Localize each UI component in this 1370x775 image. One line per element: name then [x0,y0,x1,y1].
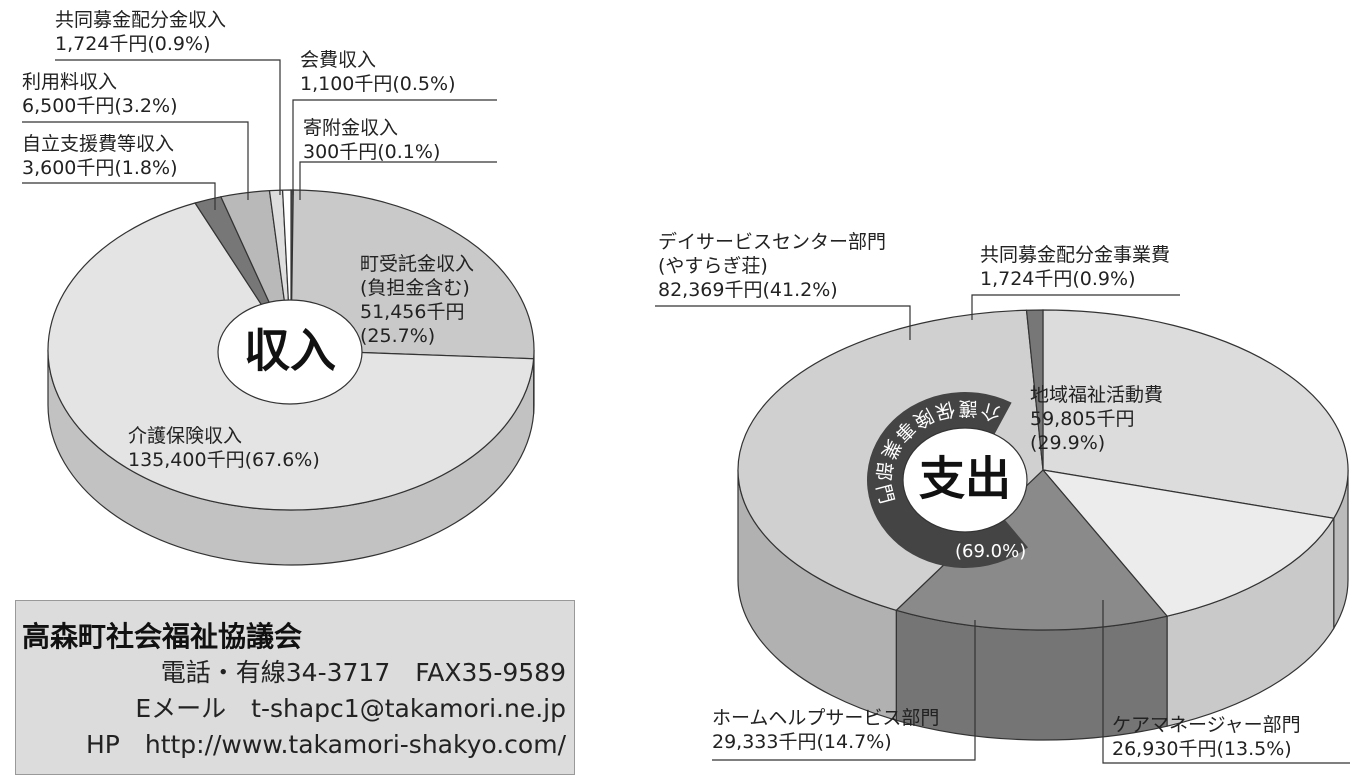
category: 共同募金配分金収入 [55,9,227,31]
leader-line [299,161,497,200]
contact-box: 高森町社会福祉協議会 電話・有線34-3717 FAX35-9589 Eメール … [15,600,575,775]
slice-label: ホームヘルプサービス部門 29,333千円(14.7%) [712,706,939,754]
value-label: 51,456千円 (25.7%) [360,301,465,347]
category: 町受託金収入 (負担金含む) [360,253,475,299]
group-ring [867,392,1028,568]
category: ホームヘルプサービス部門 [712,707,940,729]
org-name: 高森町社会福祉協議会 [22,620,303,653]
leader-line [655,305,911,340]
leader-line [1102,600,1350,764]
leader-line [55,59,281,195]
leader-line [712,620,976,761]
leader-line [292,99,497,195]
slice-label: デイサービスセンター部門 (やすらぎ荘) 82,369千円(41.2%) [658,230,886,302]
category: 自立支援費等収入 [22,133,175,155]
value-label: 26,930千円(13.5%) [1112,738,1292,760]
value-label: 82,369千円(41.2%) [658,279,838,301]
pie-slice [1042,309,1349,519]
slice-label: 寄附金収入 300千円(0.1%) [303,116,440,164]
category: 会費収入 [300,49,377,71]
contact-line: HP http://www.takamori-shakyo.com/ [85,730,566,759]
value-label: 1,100千円(0.5%) [300,73,456,95]
slice-label: 会費収入 1,100千円(0.5%) [300,48,456,96]
center-label: 支出 [919,452,1011,506]
value-label: 6,500千円(3.2%) [22,95,178,117]
value-label: 59,805千円 (29.9%) [1030,408,1135,454]
value-label: 1,724千円(0.9%) [55,33,211,55]
category: 介護保険収入 [128,425,243,447]
value-label: 300千円(0.1%) [303,141,441,163]
value-label: 29,333千円(14.7%) [712,731,892,753]
center-disc [217,299,363,405]
leader-line [971,294,1180,320]
slice-label: 利用料収入 6,500千円(3.2%) [22,70,178,118]
category: 利用料収入 [22,71,118,93]
center-label: 収入 [244,324,336,378]
pie-slice [895,469,1169,631]
category: ケアマネージャー部門 [1112,714,1301,736]
group-value-label: (69.0%) [955,541,1026,562]
pie-slice [1025,309,1044,471]
value-label: 135,400千円(67.6%) [128,449,320,471]
leader-line [22,121,249,200]
slice-label: ケアマネージャー部門 26,930千円(13.5%) [1112,713,1301,761]
contact-line: Eメール t-shapc1@takamori.ne.jp [135,694,566,723]
slice-label: 共同募金配分金収入 1,724千円(0.9%) [55,8,226,56]
pie-slice [1041,469,1335,617]
slice-label: 介護保険収入 135,400千円(67.6%) [128,424,320,472]
category: 寄附金収入 [303,117,399,139]
category: 地域福祉活動費 [1030,384,1164,406]
category: デイサービスセンター部門 (やすらぎ荘) [658,231,887,277]
category: 共同募金配分金事業費 [980,244,1171,266]
slice-label: 自立支援費等収入 3,600千円(1.8%) [22,132,178,180]
value-label: 3,600千円(1.8%) [22,157,178,179]
center-disc [902,427,1028,533]
slice-label: 地域福祉活動費 59,805千円 (29.9%) [1030,383,1163,455]
slice-label: 町受託金収入 (負担金含む) 51,456千円 (25.7%) [360,252,474,348]
value-label: 1,724千円(0.9%) [980,268,1136,290]
pie-slice [290,189,535,360]
slice-label: 共同募金配分金事業費 1,724千円(0.9%) [980,243,1170,291]
contact-line: 電話・有線34-3717 FAX35-9589 [160,658,566,687]
leader-line [22,182,216,210]
